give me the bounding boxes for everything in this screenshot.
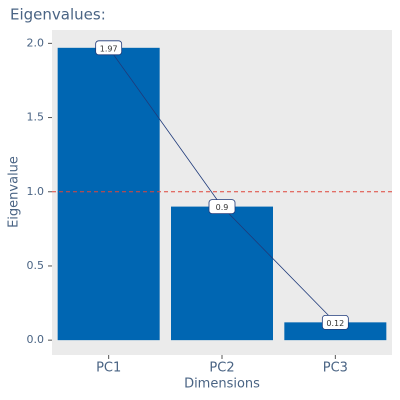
bar	[57, 47, 160, 341]
value-label: 0.12	[326, 319, 344, 328]
x-tick-label: PC1	[96, 361, 121, 376]
value-label: 0.9	[216, 203, 229, 212]
y-tick-label: 1.0	[27, 185, 45, 198]
y-axis-label: Eigenvalue	[7, 156, 22, 228]
value-label: 1.97	[100, 44, 118, 53]
bar	[171, 206, 273, 341]
value-label-box	[208, 199, 236, 214]
bar	[284, 322, 387, 341]
x-tick-label: PC2	[209, 361, 234, 376]
y-tick-label: 1.5	[27, 111, 45, 124]
y-tick-label: 0.5	[27, 259, 45, 272]
chart-title: Eigenvalues:	[10, 6, 106, 24]
y-tick-label: 0.0	[27, 333, 45, 346]
x-axis-label: Dimensions	[184, 377, 260, 392]
value-label-box	[95, 40, 123, 56]
y-tick-label: 2.0	[27, 36, 45, 49]
x-tick-label: PC3	[323, 361, 348, 376]
value-label-box	[321, 314, 349, 330]
